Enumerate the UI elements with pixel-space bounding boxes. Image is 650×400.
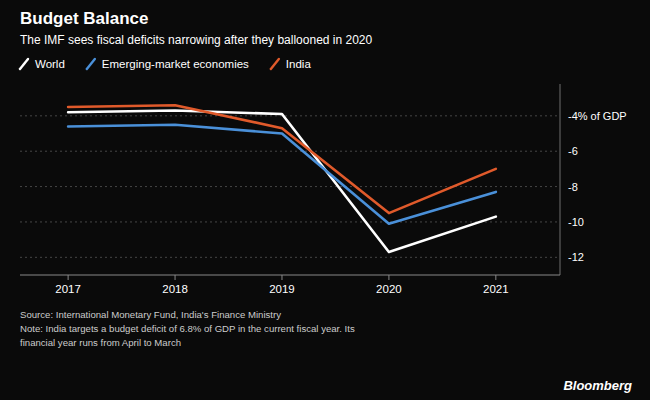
legend-label: World: [35, 58, 65, 70]
y-tick-label: -10: [568, 216, 584, 228]
chart-svg: Budget Balance The IMF sees fiscal defici…: [0, 0, 650, 400]
y-axis-line: [560, 84, 561, 275]
grid-line: [20, 151, 560, 152]
x-tick: [68, 275, 69, 280]
grid-line: [20, 257, 560, 258]
source-note-line: Note: India targets a budget deficit of …: [20, 323, 355, 334]
chart-container: Budget Balance The IMF sees fiscal defici…: [0, 0, 650, 400]
series-line: [68, 125, 496, 224]
x-axis-line: [20, 275, 560, 276]
x-tick: [495, 275, 496, 280]
grid-line: [20, 186, 560, 187]
legend-label: Emerging-market economies: [102, 58, 249, 70]
y-grid: [20, 116, 560, 257]
x-tick: [281, 275, 282, 280]
series-line: [68, 111, 496, 252]
legend-label: India: [286, 58, 312, 70]
x-tick-label: 2019: [269, 283, 295, 295]
x-tick-label: 2021: [483, 283, 509, 295]
x-tick-label: 2018: [162, 283, 188, 295]
legend-swatch: [271, 59, 279, 69]
series-lines: [68, 105, 496, 252]
x-tick: [388, 275, 389, 280]
y-tick-label: -12: [568, 251, 584, 263]
y-tick-label: -8: [568, 181, 578, 193]
subtitle: The IMF sees fiscal deficits narrowing a…: [20, 33, 373, 47]
brand-label: Bloomberg: [563, 378, 632, 393]
y-tick-label: -4% of GDP: [568, 110, 627, 122]
x-tick-label: 2020: [376, 283, 402, 295]
x-axis: 2017 2018 2019 2020 2021: [20, 275, 560, 295]
legend-swatch: [20, 59, 28, 69]
legend-swatch: [87, 59, 95, 69]
x-tick-label: 2017: [55, 283, 81, 295]
grid-line: [20, 115, 560, 116]
legend: World Emerging-market economies India: [20, 58, 311, 70]
y-tick-label: -6: [568, 145, 578, 157]
x-tick: [175, 275, 176, 280]
title: Budget Balance: [20, 9, 148, 28]
series-line: [68, 105, 496, 213]
background: [0, 0, 650, 400]
y-tick-labels: -4% of GDP -6 -8 -10 -12: [568, 110, 627, 263]
source-note-line: Source: International Monetary Fund, Ind…: [20, 309, 281, 320]
source-note: Source: International Monetary Fund, Ind…: [20, 309, 355, 348]
source-note-line: financial year runs from April to March: [20, 337, 181, 348]
